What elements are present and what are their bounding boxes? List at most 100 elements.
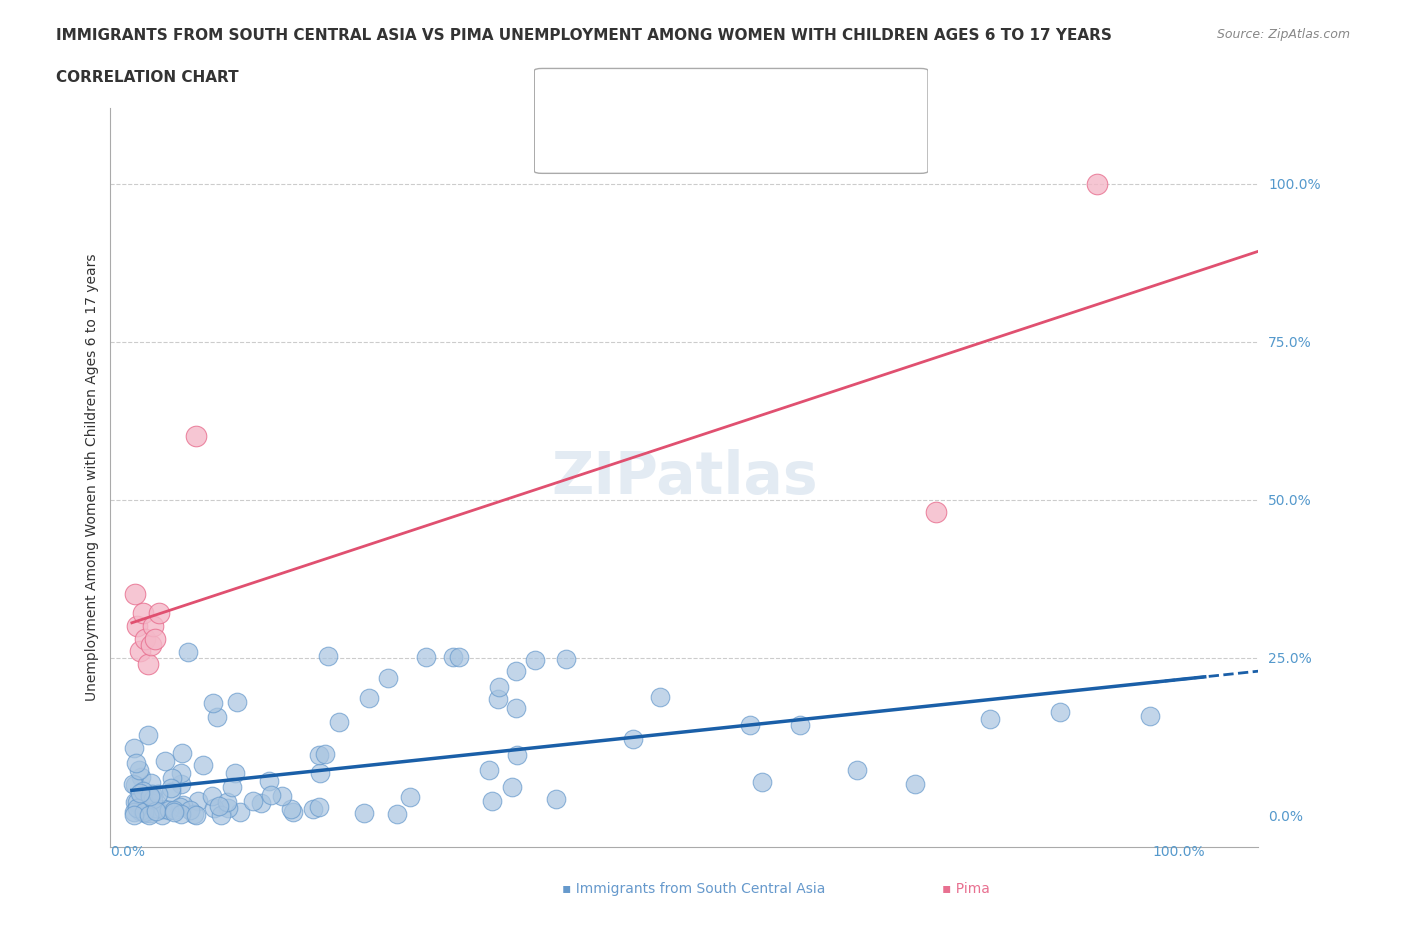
Point (280, 802, 302, 817)
Point (124, 795, 146, 810)
Point (183, 807, 205, 822)
Point (415, 649, 437, 664)
Point (145, 631, 167, 646)
Point (124, 587, 146, 602)
Text: R =: R = (621, 139, 651, 153)
Point (127, 618, 149, 633)
Point (141, 787, 163, 802)
Point (481, 793, 503, 808)
Point (163, 803, 186, 817)
Point (141, 776, 163, 790)
Point (789, 717, 811, 732)
Point (377, 671, 399, 685)
Point (177, 644, 200, 659)
Point (257, 774, 280, 789)
Point (124, 777, 146, 792)
Point (132, 804, 155, 819)
Point (127, 795, 149, 810)
Point (229, 804, 252, 819)
Point (131, 605, 153, 620)
Text: 0.0%: 0.0% (111, 845, 145, 859)
Point (283, 804, 305, 819)
Text: ▪ Immigrants from South Central Asia: ▪ Immigrants from South Central Asia (562, 882, 825, 896)
Point (186, 807, 208, 822)
Point (122, 805, 145, 820)
Point (314, 746, 336, 761)
Point (478, 763, 501, 777)
Point (555, 651, 578, 666)
Text: 110: 110 (818, 90, 846, 104)
Point (201, 789, 224, 804)
Point (217, 801, 239, 816)
Point (187, 793, 209, 808)
Point (208, 799, 231, 814)
Point (170, 746, 193, 761)
Point (142, 791, 165, 806)
Point (316, 649, 339, 664)
Point (159, 785, 181, 800)
Point (129, 804, 152, 818)
Point (979, 711, 1001, 726)
Point (505, 700, 527, 715)
Point (328, 714, 350, 729)
Point (129, 789, 152, 804)
FancyBboxPatch shape (534, 69, 928, 173)
Text: R =: R = (621, 90, 651, 104)
Point (152, 802, 174, 817)
Point (441, 649, 464, 664)
Point (738, 718, 761, 733)
Point (353, 805, 375, 820)
Text: 100.0%: 100.0% (1152, 845, 1205, 859)
FancyBboxPatch shape (550, 126, 605, 165)
Point (301, 802, 323, 817)
Point (845, 763, 868, 777)
Point (387, 806, 409, 821)
Point (621, 732, 644, 747)
Point (202, 801, 225, 816)
Point (131, 804, 153, 818)
Point (215, 794, 238, 809)
Point (138, 789, 160, 804)
Point (925, 505, 948, 520)
Point (486, 691, 509, 706)
Point (129, 644, 152, 658)
Point (904, 777, 927, 791)
Point (131, 803, 153, 817)
Point (132, 783, 155, 798)
Point (134, 631, 156, 646)
Text: N =: N = (759, 90, 799, 104)
Point (139, 805, 162, 820)
Point (134, 805, 156, 820)
Point (157, 803, 180, 817)
Point (170, 806, 193, 821)
Point (132, 794, 155, 809)
Point (153, 753, 176, 768)
Point (141, 790, 163, 805)
Point (505, 663, 527, 678)
Point (751, 775, 773, 790)
Point (145, 800, 167, 815)
Point (136, 657, 159, 671)
Point (128, 763, 150, 777)
Point (249, 795, 271, 810)
Point (172, 798, 194, 813)
Point (122, 777, 145, 791)
Point (506, 748, 529, 763)
Point (1139, 709, 1161, 724)
FancyBboxPatch shape (550, 78, 605, 116)
Point (224, 765, 246, 780)
Point (163, 804, 186, 819)
Text: 0.835: 0.835 (672, 139, 716, 153)
Point (308, 765, 330, 780)
Point (160, 771, 183, 786)
Point (449, 649, 471, 664)
Point (160, 781, 183, 796)
Point (146, 802, 169, 817)
Text: 13: 13 (818, 139, 837, 153)
Point (221, 779, 243, 794)
Text: IMMIGRANTS FROM SOUTH CENTRAL ASIA VS PIMA UNEMPLOYMENT AMONG WOMEN WITH CHILDRE: IMMIGRANTS FROM SOUTH CENTRAL ASIA VS PI… (56, 28, 1112, 43)
Point (225, 695, 247, 710)
Point (138, 807, 160, 822)
Point (488, 680, 510, 695)
Point (1087, 177, 1109, 192)
